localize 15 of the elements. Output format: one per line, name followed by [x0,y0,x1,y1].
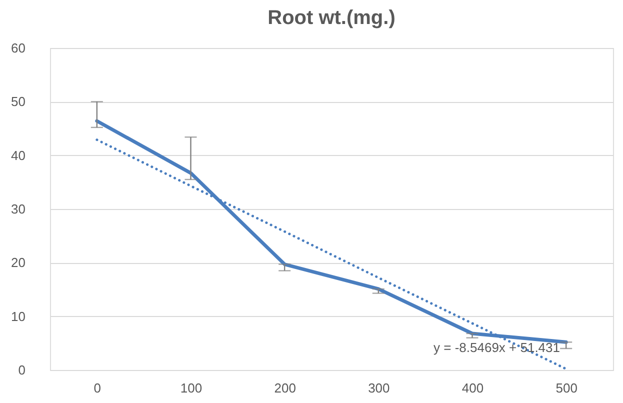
y-tick-label: 60 [11,40,26,56]
x-tick-label: 300 [368,380,390,396]
x-tick-label: 0 [94,380,102,396]
x-tick-label: 500 [556,380,578,396]
y-tick-label: 0 [18,362,26,378]
y-tick-label: 10 [11,308,26,324]
x-tick-label: 400 [462,380,484,396]
x-tick-label: 200 [274,380,296,396]
y-tick-label: 40 [11,148,26,163]
y-tick-label: 30 [11,202,26,216]
annotation: y = -8.5469x + 51.431 [434,340,560,355]
chart-title: Root wt.(mg.) [268,7,396,29]
x-tick-label: 100 [180,380,202,396]
y-tick-label: 50 [11,94,26,110]
y-tick-label: 20 [11,255,26,270]
